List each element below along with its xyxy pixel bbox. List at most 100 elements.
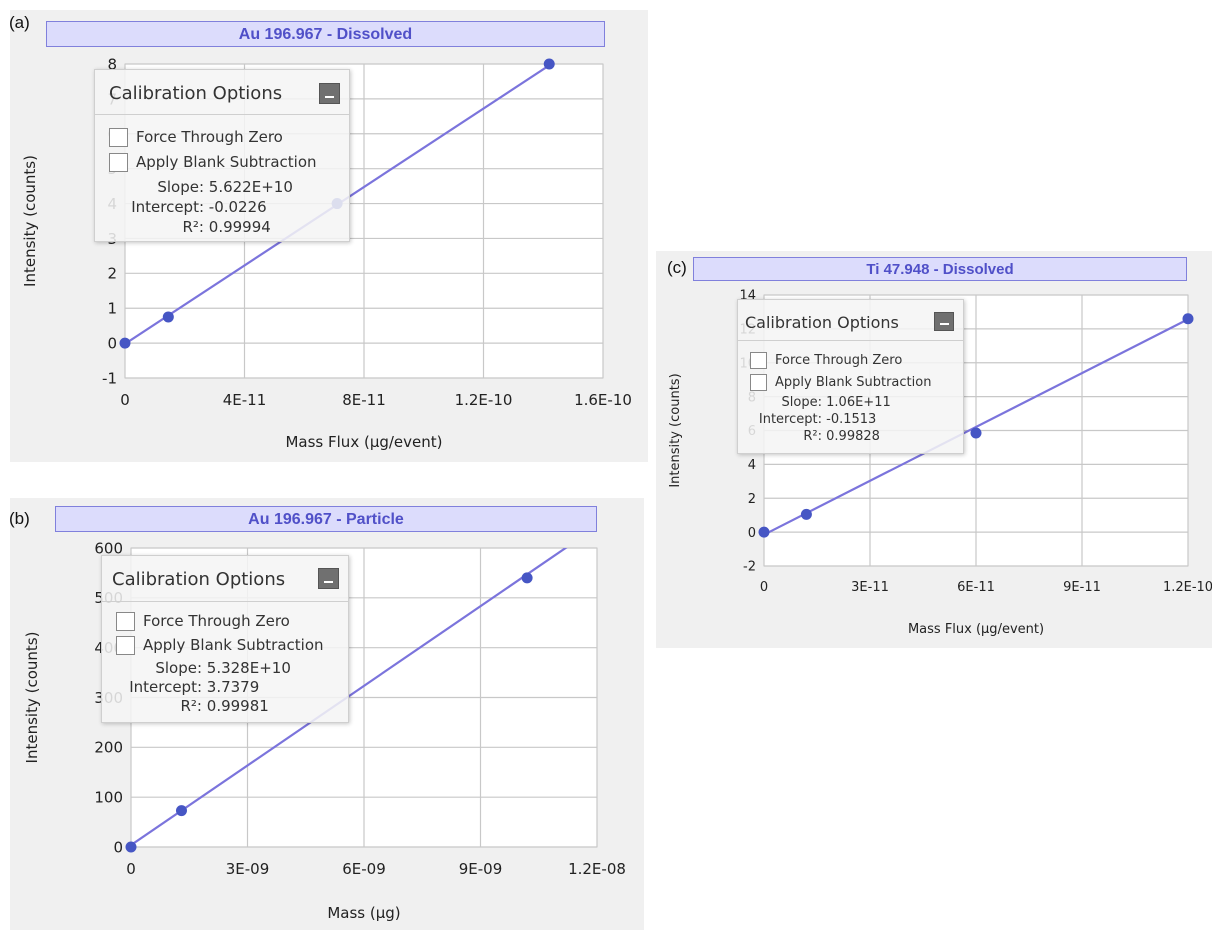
force-through-zero-label: Force Through Zero (775, 353, 903, 368)
chart-title-a: Au 196.967 - Dissolved (46, 21, 605, 47)
x-tick-label: 4E-11 (223, 391, 267, 409)
intercept-readout: Intercept: 3.7379 (116, 678, 259, 696)
y-tick-label: 600 (94, 539, 123, 557)
y-tick-label: -2 (743, 560, 756, 575)
y-tick-label: 0 (748, 526, 756, 541)
slope-readout: Slope: 5.328E+10 (116, 659, 291, 677)
intercept-label: Intercept: (129, 678, 202, 696)
force-through-zero-option[interactable]: Force Through Zero (116, 612, 290, 631)
x-tick-label: 9E-09 (459, 860, 503, 878)
slope-readout: Slope: 5.622E+10 (111, 178, 293, 196)
panel-label-c: (c) (667, 258, 687, 277)
x-axis-label: Mass Flux (µg/event) (908, 622, 1044, 637)
r-squared-value: 0.99994 (208, 218, 271, 236)
fit-line (764, 318, 1188, 536)
apply-blank-subtraction-checkbox[interactable] (750, 374, 767, 391)
intercept-readout: Intercept: -0.0226 (111, 198, 267, 216)
force-through-zero-option[interactable]: Force Through Zero (109, 128, 283, 147)
slope-label: Slope: (157, 178, 204, 196)
data-point (175, 805, 187, 817)
calibration-options-panel-c: Calibration Options Force Through Zero A… (737, 299, 964, 454)
calibration-options-panel-b: Calibration Options Force Through Zero A… (101, 555, 349, 723)
data-point (1182, 313, 1194, 325)
x-tick-label: 3E-11 (851, 580, 889, 595)
y-tick-label: 1 (107, 300, 117, 318)
slope-label: Slope: (781, 395, 822, 410)
r-squared-value: 0.99981 (206, 697, 269, 715)
intercept-label: Intercept: (131, 198, 204, 216)
apply-blank-subtraction-label: Apply Blank Subtraction (136, 153, 317, 171)
intercept-readout: Intercept: -0.1513 (748, 412, 876, 427)
force-through-zero-label: Force Through Zero (143, 612, 290, 630)
y-tick-label: 2 (748, 492, 756, 507)
data-point (119, 337, 131, 349)
intercept-label: Intercept: (758, 412, 822, 427)
apply-blank-subtraction-label: Apply Blank Subtraction (775, 375, 932, 390)
apply-blank-subtraction-option[interactable]: Apply Blank Subtraction (750, 374, 931, 391)
minimize-icon[interactable] (934, 312, 954, 331)
panel-label-b: (b) (9, 509, 30, 528)
x-tick-label: 1.2E-10 (1163, 580, 1212, 595)
data-point (970, 427, 982, 439)
slope-value: 1.06E+11 (826, 395, 891, 410)
chart-title-b: Au 196.967 - Particle (55, 506, 597, 532)
x-tick-label: 8E-11 (342, 391, 386, 409)
calibration-options-panel-a: Calibration Options Force Through Zero A… (94, 69, 350, 242)
x-tick-label: 1.2E-10 (455, 391, 513, 409)
apply-blank-subtraction-checkbox[interactable] (109, 153, 128, 172)
intercept-value: 3.7379 (206, 678, 260, 696)
x-axis-label: Mass Flux (µg/event) (285, 433, 442, 451)
y-tick-label: 0 (107, 335, 117, 353)
r-squared-label: R²: (180, 697, 203, 715)
minimize-icon[interactable] (318, 568, 339, 589)
y-tick-label: 8 (107, 55, 117, 73)
r-squared-value: 0.99828 (826, 429, 880, 444)
chart-title-c: Ti 47.948 - Dissolved (693, 257, 1187, 281)
minimize-icon[interactable] (319, 83, 340, 104)
x-tick-label: 0 (120, 391, 130, 409)
r-squared-readout: R²: 0.99981 (116, 697, 269, 715)
x-tick-label: 1.2E-08 (568, 860, 626, 878)
data-point (125, 841, 137, 853)
y-tick-label: 4 (748, 458, 756, 473)
y-tick-label: -1 (102, 369, 117, 387)
panel-label-a: (a) (9, 13, 30, 32)
x-axis-label: Mass (µg) (327, 904, 400, 922)
slope-label: Slope: (155, 659, 202, 677)
fit-line (125, 64, 554, 345)
apply-blank-subtraction-option[interactable]: Apply Blank Subtraction (109, 153, 317, 172)
force-through-zero-checkbox[interactable] (750, 352, 767, 369)
x-tick-label: 9E-11 (1063, 580, 1101, 595)
force-through-zero-checkbox[interactable] (109, 128, 128, 147)
data-point (800, 508, 812, 520)
force-through-zero-label: Force Through Zero (136, 128, 283, 146)
r-squared-readout: R²: 0.99828 (748, 429, 880, 444)
y-tick-label: 2 (107, 265, 117, 283)
force-through-zero-checkbox[interactable] (116, 612, 135, 631)
apply-blank-subtraction-label: Apply Blank Subtraction (143, 636, 324, 654)
x-tick-label: 1.6E-10 (574, 391, 632, 409)
calibration-options-title: Calibration Options (112, 569, 286, 590)
force-through-zero-option[interactable]: Force Through Zero (750, 352, 902, 369)
data-point (543, 58, 555, 70)
x-tick-label: 6E-09 (342, 860, 386, 878)
y-axis-label: Intensity (counts) (23, 632, 41, 764)
y-axis-label: Intensity (counts) (21, 155, 39, 287)
x-tick-label: 6E-11 (957, 580, 995, 595)
x-tick-label: 0 (760, 580, 768, 595)
r-squared-label: R²: (182, 218, 205, 236)
intercept-value: -0.1513 (826, 412, 877, 427)
y-tick-label: 200 (94, 739, 123, 757)
slope-value: 5.328E+10 (206, 659, 291, 677)
x-tick-label: 0 (126, 860, 136, 878)
r-squared-label: R²: (803, 429, 822, 444)
y-tick-label: 100 (94, 789, 123, 807)
y-tick-label: 0 (113, 838, 123, 856)
y-axis-label: Intensity (counts) (668, 373, 683, 487)
data-point (758, 526, 770, 538)
r-squared-readout: R²: 0.99994 (111, 218, 271, 236)
apply-blank-subtraction-option[interactable]: Apply Blank Subtraction (116, 636, 324, 655)
intercept-value: -0.0226 (208, 198, 267, 216)
slope-value: 5.622E+10 (208, 178, 293, 196)
apply-blank-subtraction-checkbox[interactable] (116, 636, 135, 655)
